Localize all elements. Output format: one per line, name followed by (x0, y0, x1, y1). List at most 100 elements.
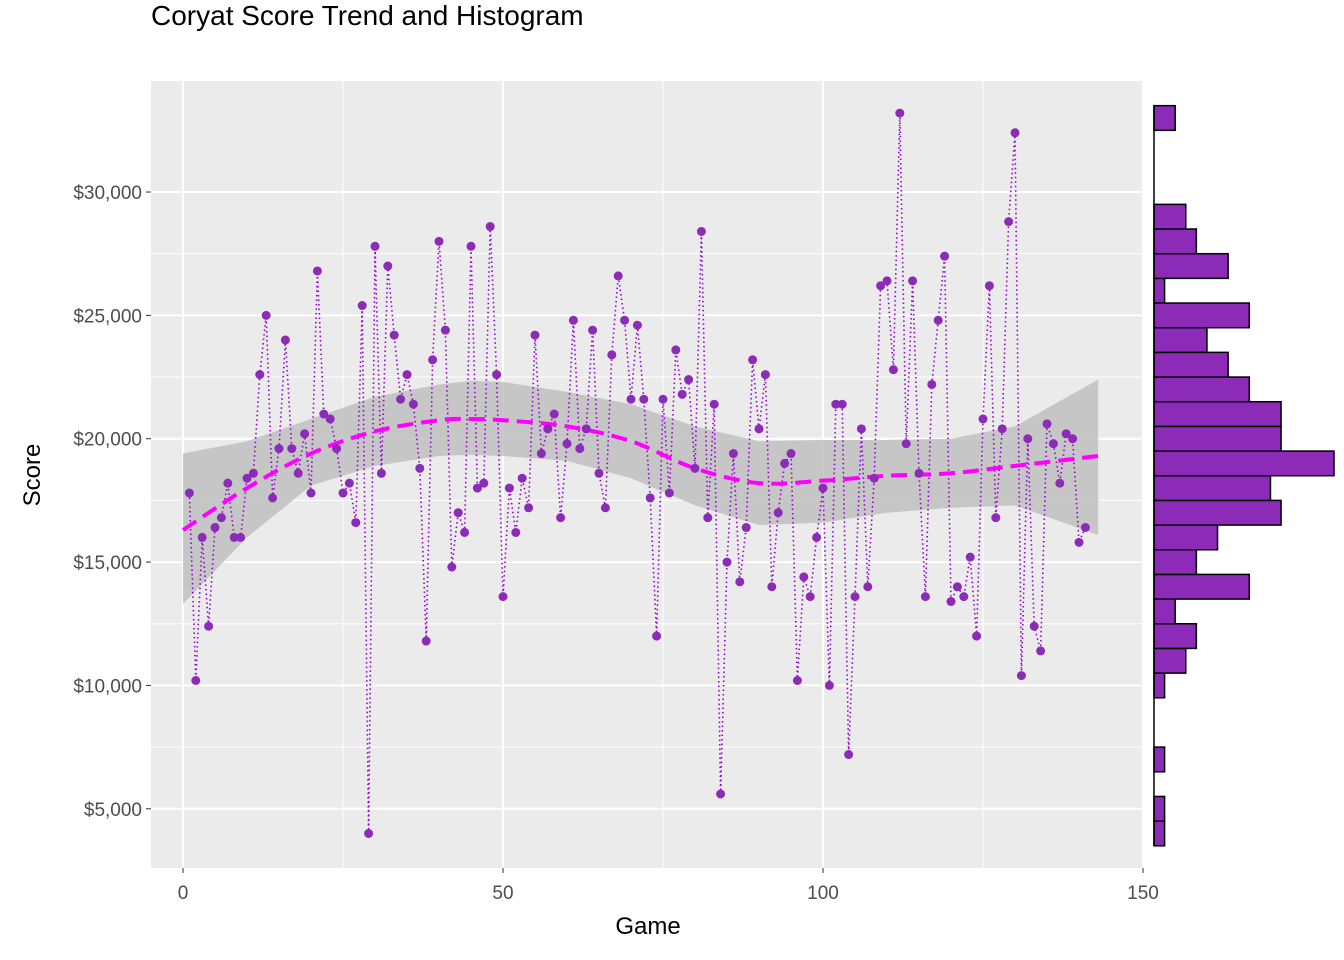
histogram-bar (1153, 647, 1187, 674)
y-tick-label: $25,000 (73, 306, 142, 327)
score-point (440, 325, 450, 335)
score-point (696, 226, 706, 236)
score-point (741, 523, 751, 533)
score-point (991, 513, 1001, 523)
score-point (325, 414, 335, 424)
y-tick-label: $10,000 (73, 676, 142, 697)
score-point (556, 513, 566, 523)
score-point (914, 468, 924, 478)
score-point (965, 552, 975, 562)
histogram-bar (1153, 326, 1208, 354)
score-point (837, 399, 847, 409)
score-point (850, 592, 860, 602)
score-point (460, 527, 470, 537)
score-point (498, 592, 508, 602)
score-point (607, 350, 617, 360)
score-point (600, 503, 610, 513)
score-point (895, 108, 905, 118)
score-point (831, 399, 841, 409)
score-point (210, 523, 220, 533)
y-tick-label: $15,000 (73, 553, 142, 574)
score-point (940, 251, 950, 261)
score-point (901, 439, 911, 449)
score-points (184, 108, 1090, 838)
score-point (306, 488, 316, 498)
score-point (972, 631, 982, 641)
score-point (818, 483, 828, 493)
score-point (908, 276, 918, 286)
score-point (799, 572, 809, 582)
histogram-bar (1153, 598, 1176, 625)
score-point (978, 414, 988, 424)
score-point (863, 582, 873, 592)
histogram-bar (1153, 104, 1176, 132)
score-point (946, 597, 956, 607)
score-point (856, 424, 866, 434)
score-point (396, 394, 406, 404)
y-tick-label: $20,000 (73, 430, 142, 451)
score-point (562, 439, 572, 449)
score-point (504, 483, 514, 493)
score-point (453, 508, 463, 518)
score-point (549, 409, 559, 419)
score-point (805, 592, 815, 602)
score-point (780, 458, 790, 468)
x-tick-label: 150 (1127, 883, 1159, 904)
score-point (287, 444, 297, 454)
score-point (1042, 419, 1052, 429)
histogram-bar (1153, 524, 1219, 551)
score-point (344, 478, 354, 488)
score-point (1074, 537, 1084, 547)
score-point (882, 276, 892, 286)
score-point (920, 592, 930, 602)
score-point (479, 478, 489, 488)
x-tick-label: 100 (807, 883, 839, 904)
score-point (760, 370, 770, 380)
histogram-bar (1153, 499, 1282, 526)
score-point (709, 399, 719, 409)
score-point (588, 325, 598, 335)
score-point (786, 449, 796, 459)
score-point (216, 513, 226, 523)
score-point (351, 518, 361, 528)
score-point (716, 789, 726, 799)
score-point (728, 449, 738, 459)
score-point (421, 636, 431, 646)
histogram-bar (1153, 820, 1166, 847)
score-point (664, 488, 674, 498)
score-point (191, 676, 201, 686)
score-point (447, 562, 457, 572)
histogram-bar (1153, 277, 1166, 304)
histogram-bar (1153, 376, 1251, 403)
histogram-bar (1153, 795, 1166, 822)
confidence-band (183, 379, 1099, 605)
score-point (319, 409, 329, 419)
score-point (466, 241, 476, 251)
score-point (492, 370, 502, 380)
score-point (1029, 621, 1039, 631)
histogram-bar (1153, 623, 1198, 650)
score-point (472, 483, 482, 493)
histogram-bar (1153, 228, 1198, 255)
score-point (888, 365, 898, 375)
score-point (933, 315, 943, 325)
score-point (524, 503, 534, 513)
score-point (748, 355, 758, 365)
score-point (613, 271, 623, 281)
y-axis-label: Score (19, 444, 46, 507)
marginal-histogram (1153, 104, 1335, 847)
score-point (722, 557, 732, 567)
score-point (754, 424, 764, 434)
trend-line-layer (181, 416, 1099, 532)
score-point (255, 370, 265, 380)
score-point (268, 493, 278, 503)
score-point (869, 473, 879, 483)
histogram-bar (1153, 351, 1229, 378)
score-point (626, 394, 636, 404)
histogram-bar (1153, 252, 1229, 280)
y-tick-label: $30,000 (73, 183, 142, 204)
score-point (620, 315, 630, 325)
x-tick-label: 0 (178, 883, 189, 904)
histogram-bar (1153, 425, 1282, 452)
score-point (1036, 646, 1046, 656)
